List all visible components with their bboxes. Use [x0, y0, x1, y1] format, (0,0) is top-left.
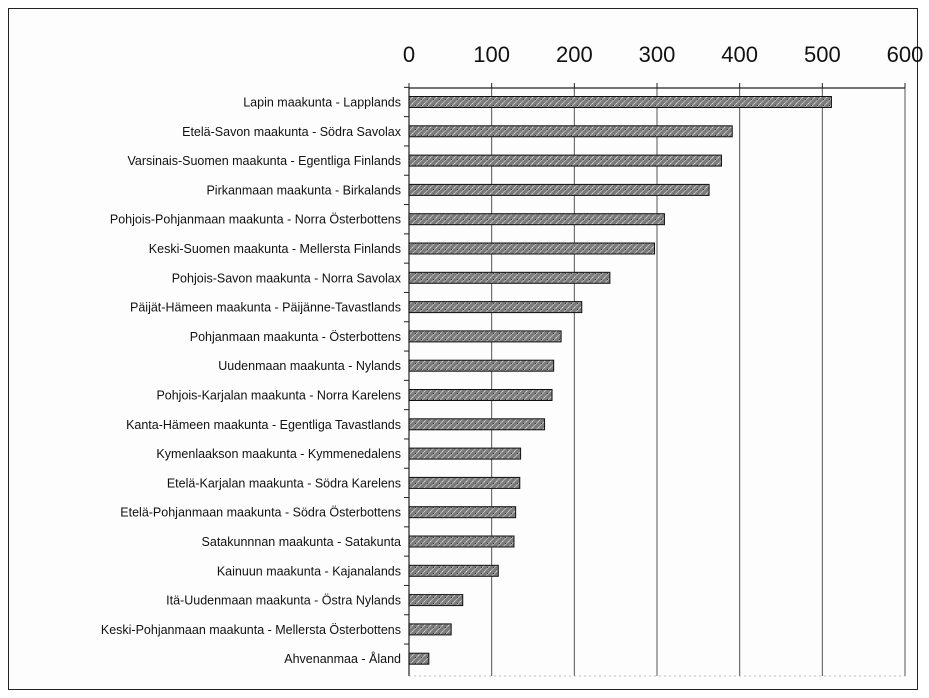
bar — [408, 125, 733, 138]
category-label: Päijät-Hämeen maakunta - Päijänne-Tavast… — [130, 301, 401, 315]
category-label: Keski-Pohjanmaan maakunta - Mellersta Ös… — [101, 623, 401, 637]
bar — [408, 213, 665, 226]
bar — [408, 476, 521, 489]
grid-layer — [408, 88, 906, 676]
category-label: Pohjois-Karjalan maakunta - Norra Karele… — [156, 389, 401, 403]
bar — [408, 96, 832, 108]
category-label: Etelä-Karjalan maakunta - Södra Karelens — [167, 476, 401, 490]
category-label: Kymenlaakson maakunta - Kymmenedalens — [156, 447, 401, 461]
category-label: Ahvenanmaa - Åland — [284, 651, 401, 666]
category-label: Uudenmaan maakunta - Nylands — [218, 359, 401, 373]
tick-label-x: 400 — [721, 42, 758, 67]
bar — [408, 447, 522, 460]
bar — [408, 330, 562, 343]
axis-layer: 0 100 200 300 400 500 600 — [403, 42, 924, 677]
category-label: Pohjois-Savon maakunta - Norra Savolax — [172, 271, 402, 285]
bar-layer — [408, 96, 832, 665]
bar — [408, 183, 710, 196]
bar — [408, 271, 611, 284]
label-layer: Lapin maakunta - Lapplands Etelä-Savon ma… — [101, 96, 402, 667]
bar — [408, 389, 553, 401]
bar — [408, 418, 546, 431]
bar — [408, 623, 452, 636]
tick-label-x: 200 — [556, 42, 593, 67]
tick-label-x: 500 — [804, 42, 841, 67]
tick-label-x: 300 — [639, 42, 676, 67]
category-label: Kainuun maakunta - Kajanalands — [217, 564, 401, 578]
bar — [408, 652, 430, 665]
category-label: Satakunnnan maakunta - Satakunta — [202, 535, 401, 549]
bar — [408, 506, 517, 519]
bar — [408, 154, 722, 167]
bar — [408, 564, 499, 577]
tick-label-x: 100 — [473, 42, 510, 67]
category-label: Kanta-Hämeen maakunta - Egentliga Tavast… — [126, 418, 401, 432]
category-label: Lapin maakunta - Lapplands — [243, 96, 401, 110]
category-label: Keski-Suomen maakunta - Mellersta Finlan… — [149, 242, 401, 256]
bar — [408, 535, 515, 548]
category-label: Pohjois-Pohjanmaan maakunta - Norra Öste… — [110, 213, 401, 227]
category-label: Etelä-Savon maakunta - Södra Savolax — [182, 125, 402, 139]
category-label: Pirkanmaan maakunta - Birkalands — [206, 183, 401, 197]
category-label: Etelä-Pohjanmaan maakunta - Södra Österb… — [120, 506, 401, 520]
category-label: Varsinais-Suomen maakunta - Egentliga Fi… — [127, 154, 401, 168]
bar — [408, 242, 656, 255]
category-label: Itä-Uudenmaan maakunta - Östra Nylands — [166, 594, 401, 608]
bar — [408, 359, 555, 372]
bar — [408, 594, 464, 607]
category-label: Pohjanmaan maakunta - Österbottens — [190, 330, 401, 344]
bar — [408, 301, 583, 314]
tick-label-x: 0 — [403, 42, 415, 67]
tick-label-x: 600 — [887, 42, 924, 67]
